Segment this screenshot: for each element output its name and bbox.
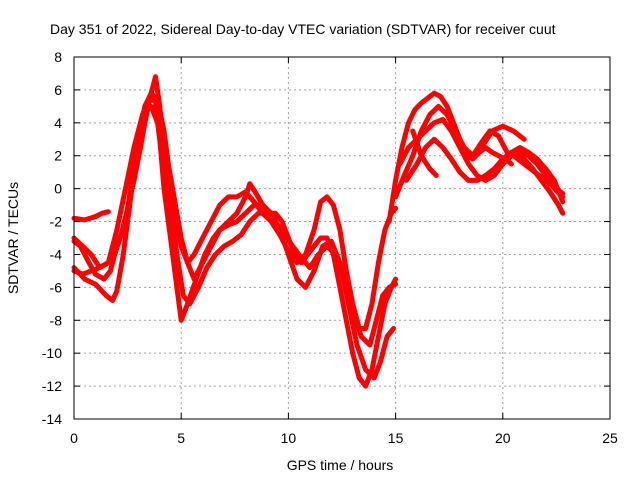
- y-tick-label: 6: [54, 82, 62, 98]
- y-tick-label: -6: [50, 279, 63, 295]
- y-tick-label: -8: [50, 312, 63, 328]
- x-tick-label: 0: [70, 430, 78, 446]
- y-tick-label: -12: [42, 378, 62, 394]
- series-group: [71, 74, 566, 389]
- chart-title: Day 351 of 2022, Sidereal Day-to-day VTE…: [50, 21, 556, 37]
- y-tick-label: 2: [54, 148, 62, 164]
- x-tick-label: 25: [602, 430, 618, 446]
- x-axis-label: GPS time / hours: [287, 457, 394, 473]
- x-tick-labels: 0 5 10 15 20 25: [70, 430, 618, 446]
- plot-frame: [73, 56, 611, 420]
- y-tick-labels: -14 -12 -10 -8 -6 -4 -2 0 2 4 6 8: [42, 49, 62, 427]
- series-track-6: [386, 90, 514, 224]
- y-tick-label: -2: [50, 214, 63, 230]
- series-track-12: [511, 153, 566, 197]
- y-tick-label: 8: [54, 49, 62, 65]
- y-tick-label: -4: [50, 246, 63, 262]
- y-tick-label: -10: [42, 345, 62, 361]
- x-tick-label: 5: [177, 430, 185, 446]
- x-tick-label: 20: [495, 430, 511, 446]
- series-track-5: [71, 103, 399, 331]
- series-track-11: [478, 123, 527, 150]
- y-tick-label: 4: [54, 115, 62, 131]
- x-tick-label: 15: [388, 430, 404, 446]
- series-track-1: [71, 209, 111, 223]
- series-track-10: [410, 128, 439, 178]
- y-axis-label: SDTVAR / TECUs: [5, 182, 21, 294]
- series-track-9: [403, 136, 566, 205]
- x-tick-label: 10: [281, 430, 297, 446]
- ticks: [73, 56, 611, 420]
- y-tick-label: -14: [42, 411, 62, 427]
- series-track-4: [71, 74, 399, 348]
- y-tick-label: 0: [54, 181, 62, 197]
